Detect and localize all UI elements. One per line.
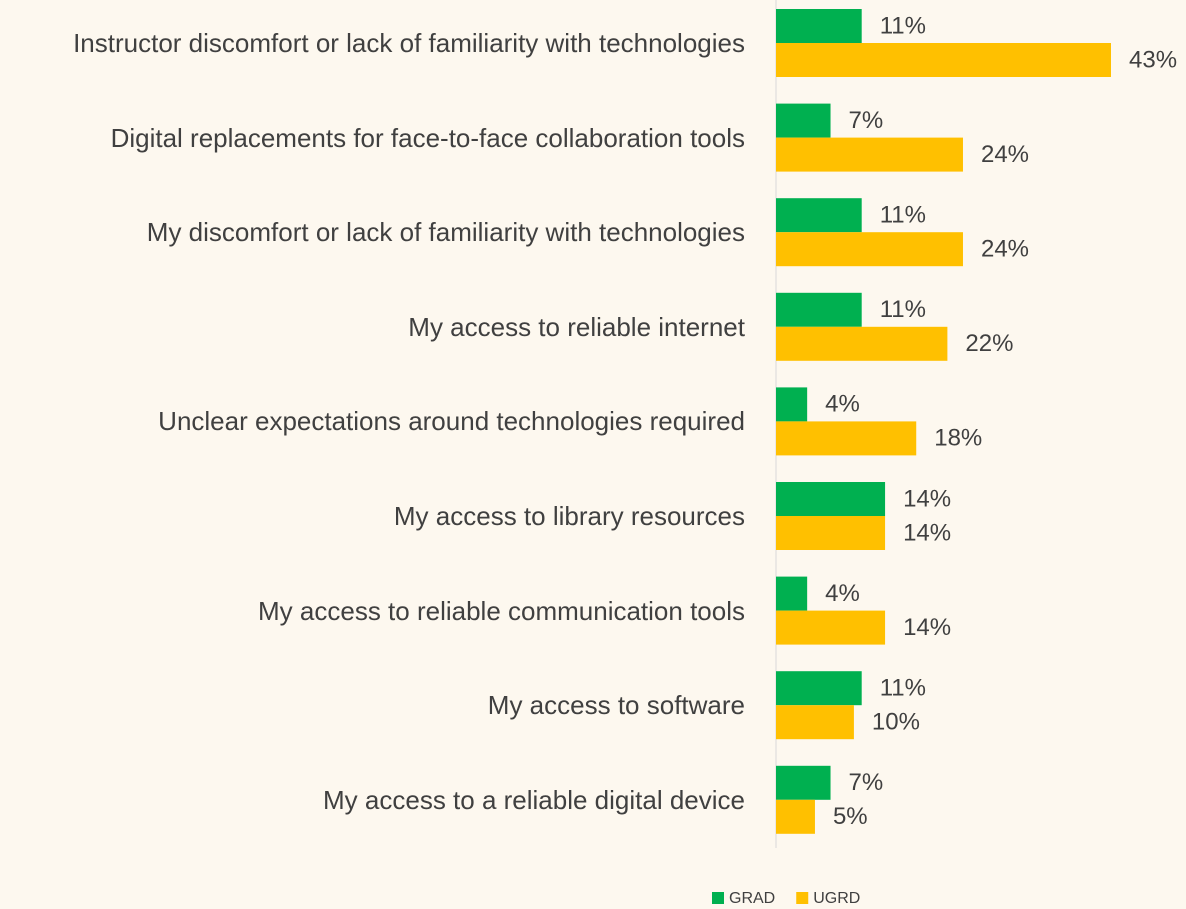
value-label: 11% [880, 202, 926, 229]
category-label: Instructor discomfort or lack of familia… [73, 28, 745, 58]
value-label: 22% [965, 330, 1013, 357]
bar [776, 387, 808, 422]
category-label: Digital replacements for face-to-face co… [110, 122, 745, 153]
bar [776, 516, 886, 550]
legend-swatch [796, 892, 809, 904]
bar [776, 43, 1111, 77]
bar [776, 103, 831, 138]
bar [776, 326, 948, 361]
category-label: My access to reliable communication tool… [258, 595, 745, 626]
value-label: 7% [849, 769, 884, 796]
legend-swatch [712, 892, 724, 904]
value-label: 4% [825, 580, 860, 607]
legend-label: UGRD [813, 890, 860, 907]
value-label: 11% [880, 12, 926, 39]
value-label: 43% [1129, 46, 1177, 73]
bar [776, 705, 854, 740]
value-label: 10% [872, 709, 920, 736]
bar [776, 482, 886, 516]
bar [776, 610, 886, 645]
bar [776, 232, 963, 267]
value-label: 11% [880, 675, 926, 702]
value-label: 5% [833, 803, 868, 830]
bar [776, 292, 862, 327]
bar [776, 671, 862, 706]
value-label: 11% [880, 296, 926, 323]
category-label: My access to a reliable digital device [323, 784, 745, 815]
bar [776, 137, 963, 172]
bar [776, 9, 862, 43]
legend-label: GRAD [729, 890, 775, 907]
category-label: My discomfort or lack of familiarity wit… [146, 217, 745, 248]
category-label: My access to software [487, 690, 745, 721]
value-label: 4% [825, 391, 860, 418]
value-label: 24% [981, 236, 1029, 263]
bar [776, 421, 917, 456]
bar [776, 576, 808, 611]
category-label: Unclear expectations around technologies… [158, 406, 745, 437]
value-label: 7% [849, 107, 884, 134]
bar [776, 799, 815, 834]
value-label: 18% [934, 425, 982, 452]
value-label: 14% [903, 519, 951, 546]
value-label: 24% [981, 141, 1029, 168]
bar [776, 198, 862, 233]
value-label: 14% [903, 614, 951, 641]
value-label: 14% [903, 485, 951, 512]
category-label: My access to reliable internet [408, 311, 745, 342]
category-label: My access to library resources [393, 501, 745, 531]
bar [776, 765, 831, 800]
